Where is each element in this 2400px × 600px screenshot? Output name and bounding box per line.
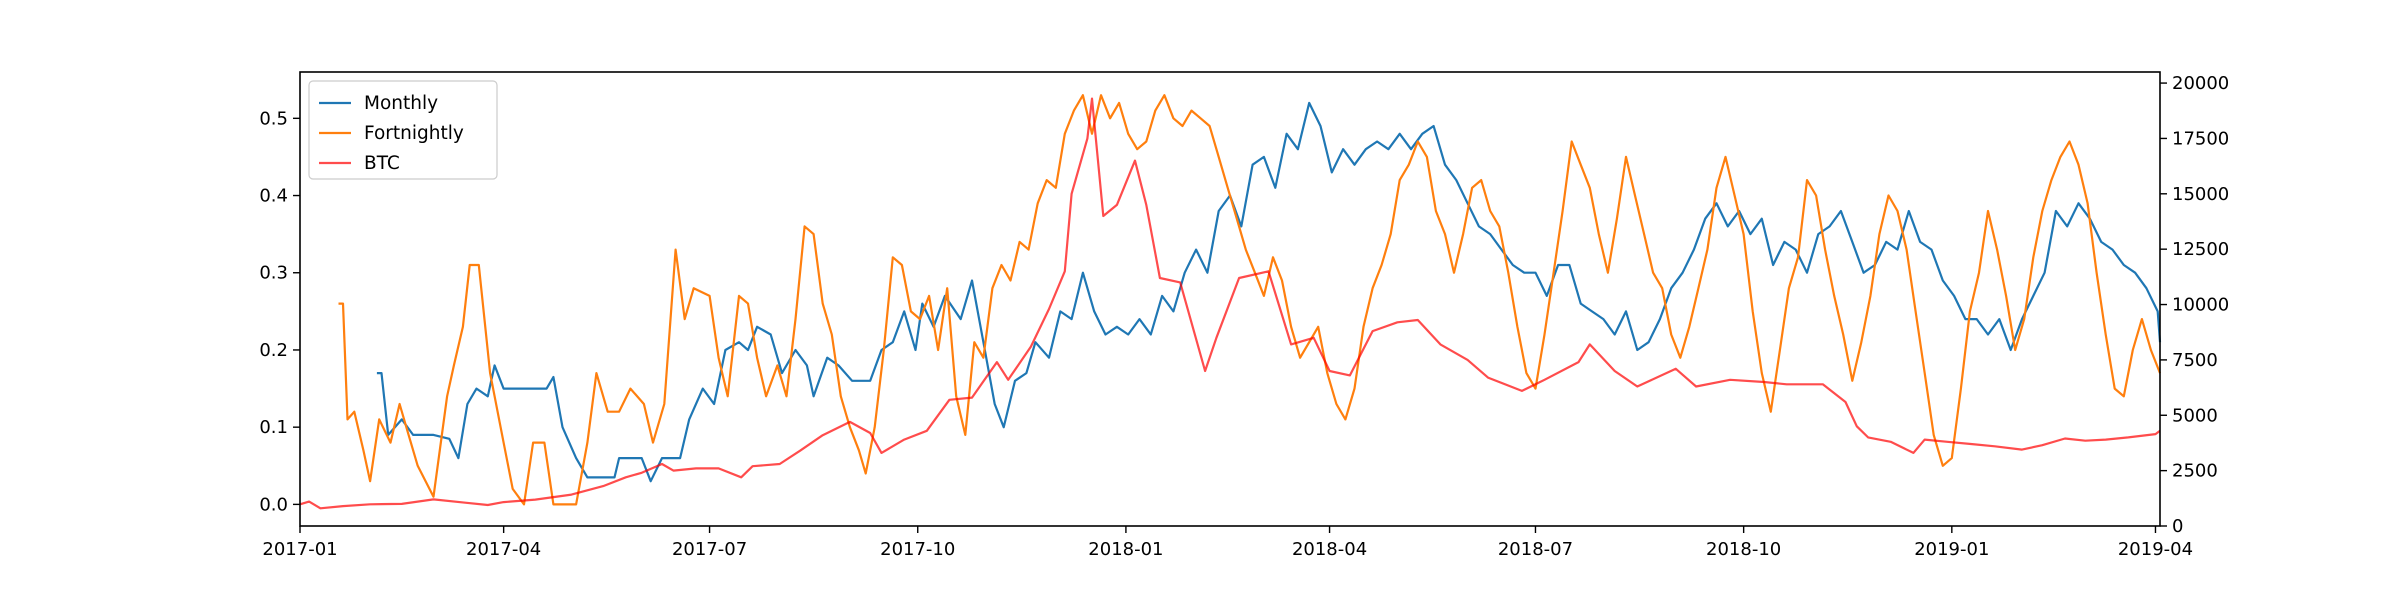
legend: Monthly Fortnightly BTC [308,80,498,180]
x-tick-label: 2018-04 [1292,539,1367,560]
y-axis-right: 0 2500 5000 7500 10000 12500 15000 17500 20000 [2160,73,2229,537]
legend-box [308,80,498,180]
series-line-fortnightly [338,94,2162,506]
y-left-tick-label: 0.2 [259,340,288,361]
series-line-btc [299,97,2161,510]
y-right-tick-label: 0 [2172,516,2183,537]
y-left-tick-label: 0.5 [259,108,288,129]
legend-label-monthly: Monthly [364,93,438,114]
y-right-tick-label: 17500 [2172,128,2229,149]
x-tick-label: 2018-01 [1088,539,1163,560]
x-tick-label: 2017-10 [880,539,955,560]
plot-frame [299,71,2161,527]
legend-label-fortnightly: Fortnightly [364,123,464,144]
y-right-tick-label: 15000 [2172,184,2229,205]
y-axis-left: 0.0 0.1 0.2 0.3 0.4 0.5 [259,108,300,515]
series-line-monthly [376,101,2162,483]
y-left-tick-label: 0.3 [259,263,288,284]
x-tick-label: 2017-07 [672,539,747,560]
y-right-tick-label: 10000 [2172,295,2229,316]
x-tick-label: 2019-01 [1914,539,1989,560]
x-tick-label: 2018-07 [1498,539,1573,560]
y-left-tick-label: 0.0 [259,494,288,515]
y-right-tick-label: 7500 [2172,350,2218,371]
series-layer [299,94,2162,510]
y-right-tick-label: 20000 [2172,73,2229,94]
x-tick-label: 2017-01 [262,539,337,560]
y-right-tick-label: 5000 [2172,405,2218,426]
x-tick-label: 2018-10 [1706,539,1781,560]
x-tick-label: 2017-04 [466,539,541,560]
x-tick-label: 2019-04 [2118,539,2193,560]
x-axis: 2017-01 2017-04 2017-07 2017-10 2018-01 2018-… [262,526,2193,560]
y-right-tick-label: 12500 [2172,239,2229,260]
y-right-tick-label: 2500 [2172,461,2218,482]
y-left-tick-label: 0.1 [259,417,288,438]
legend-label-btc: BTC [364,153,400,174]
y-left-tick-label: 0.4 [259,186,288,207]
